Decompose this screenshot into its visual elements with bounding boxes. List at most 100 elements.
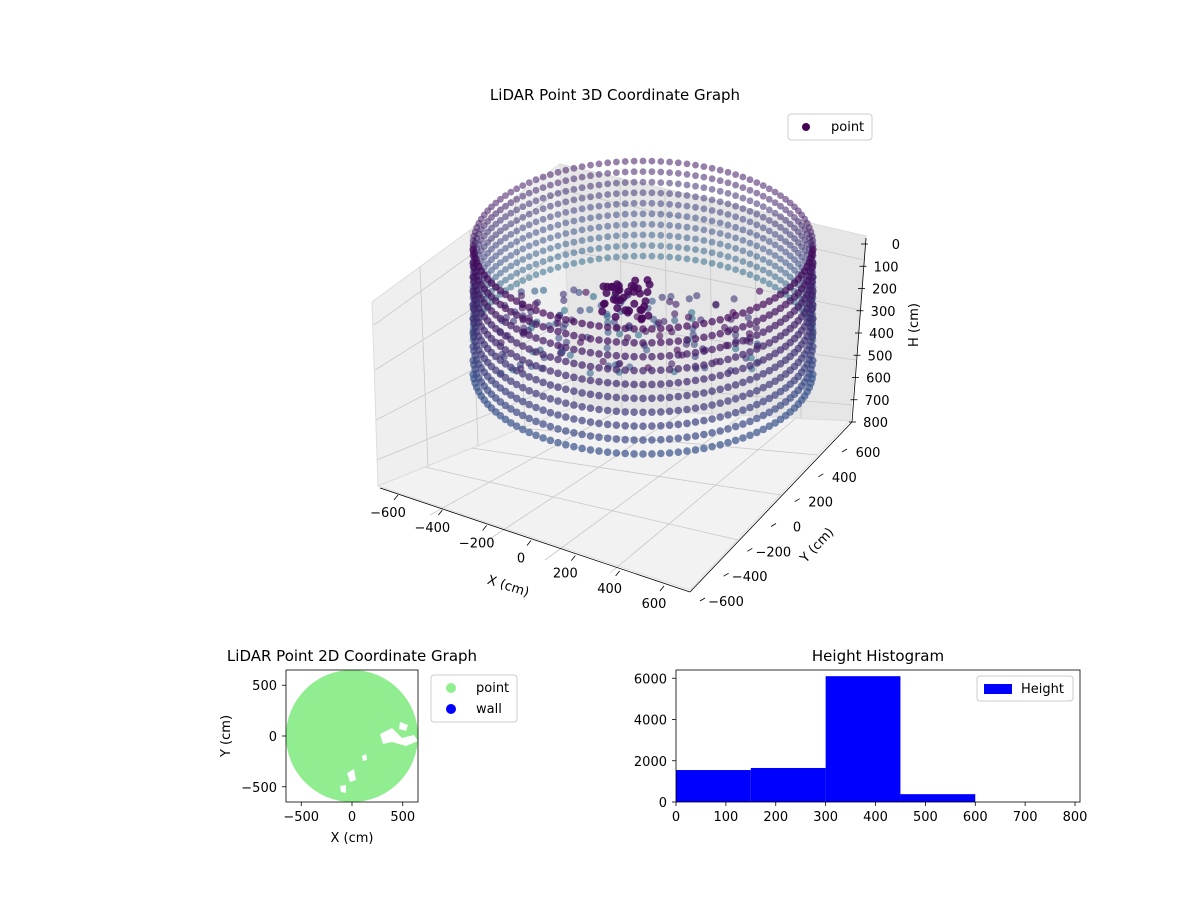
cloud-point (765, 280, 773, 288)
cloud-point (621, 338, 629, 347)
cloud-point (753, 359, 761, 367)
cloud-point (666, 200, 673, 208)
histogram-y-tick-label: 2000 (634, 755, 667, 770)
cloud-point (630, 199, 638, 207)
cloud-point (746, 375, 754, 384)
cloud-point (777, 192, 784, 200)
cloud-point (612, 449, 621, 457)
cloud-point (578, 444, 586, 453)
cloud-point (782, 217, 789, 224)
cloud-point (532, 431, 540, 440)
cloud-point (547, 234, 554, 242)
cloud-point (630, 168, 638, 176)
cloud-point (746, 176, 754, 184)
cloud-point (554, 211, 562, 218)
cloud-point (554, 341, 562, 350)
cloud-point (554, 425, 562, 433)
cloud-point (595, 391, 603, 400)
cloud-point (708, 359, 716, 368)
cloud-point (532, 306, 540, 315)
cloud-point (700, 347, 708, 356)
cloud-point (657, 231, 665, 239)
cloud-point (724, 425, 732, 433)
cloud-point (525, 359, 533, 367)
cloud-point (554, 397, 562, 405)
cloud-point (621, 408, 629, 416)
cloud-point (578, 216, 586, 223)
cloud-point (492, 241, 500, 249)
cloud-point (519, 425, 527, 434)
cloud-point (657, 253, 665, 260)
cloud-point (586, 446, 595, 454)
cloud-point (525, 232, 533, 239)
cloud-point (532, 348, 540, 356)
cloud-point (507, 294, 515, 302)
cloud-point (562, 209, 570, 216)
cloud-point (613, 304, 622, 313)
cloud-point (674, 180, 682, 188)
cloud-point (700, 430, 708, 439)
cloud-point (708, 196, 716, 204)
cloud-point (708, 387, 716, 396)
cloud-point (532, 176, 540, 184)
cloud-point (547, 266, 554, 273)
cloud-point (657, 449, 665, 458)
cloud-point (519, 370, 527, 378)
cloud-point (562, 343, 570, 352)
cloud-point (759, 182, 767, 190)
cloud-point (554, 190, 562, 197)
cloud-point (753, 428, 761, 437)
cloud-point (547, 181, 554, 189)
cloud-point (525, 179, 533, 187)
cloud-point (546, 325, 555, 334)
cloud-point (744, 314, 752, 322)
legend-3d-marker (802, 123, 810, 131)
cloud-point (627, 281, 636, 290)
histogram-title: Height Histogram (812, 647, 944, 665)
cloud-point (501, 304, 510, 313)
cloud-point (739, 364, 747, 373)
cloud-point (525, 387, 533, 395)
cloud-point (595, 377, 603, 386)
cloud-point (546, 381, 555, 389)
histogram-bars (676, 676, 976, 802)
cloud-point (502, 223, 509, 231)
legend-histogram: Height (976, 675, 1074, 702)
point-cloud (469, 157, 817, 458)
cloud-point (539, 434, 547, 442)
cloud-point (623, 308, 632, 317)
cloud-point (692, 214, 699, 222)
cloud-point (753, 232, 761, 239)
cloud-point (739, 392, 747, 401)
cloud-point (630, 422, 638, 430)
cloud-point (674, 201, 682, 209)
cloud-point (501, 290, 510, 299)
cloud-point (603, 351, 612, 359)
cloud-point (639, 325, 647, 333)
cloud-point (724, 355, 732, 364)
cloud-point (570, 286, 578, 294)
cloud-point (586, 418, 595, 426)
cloud-point (753, 242, 761, 250)
cloud-point (777, 266, 784, 273)
cloud-point (708, 345, 716, 354)
disc-gaps (340, 722, 418, 793)
cloud-point (746, 334, 754, 342)
cloud-point (562, 261, 570, 269)
cloud-point (759, 192, 767, 200)
x-tick-label-3d: 0 (517, 552, 525, 567)
cloud-point (724, 179, 732, 187)
cloud-point (532, 239, 540, 247)
cloud-point (691, 404, 700, 413)
cloud-point (739, 215, 747, 223)
cloud-point (554, 355, 562, 364)
cloud-point (657, 394, 665, 402)
cloud-point (621, 158, 629, 165)
cloud-point (525, 317, 533, 326)
cloud-point (621, 422, 629, 430)
cloud-point (603, 378, 612, 387)
cloud-point (739, 336, 747, 345)
cloud-point (692, 246, 699, 254)
cloud-point (739, 226, 747, 234)
cloud-point (648, 221, 656, 228)
